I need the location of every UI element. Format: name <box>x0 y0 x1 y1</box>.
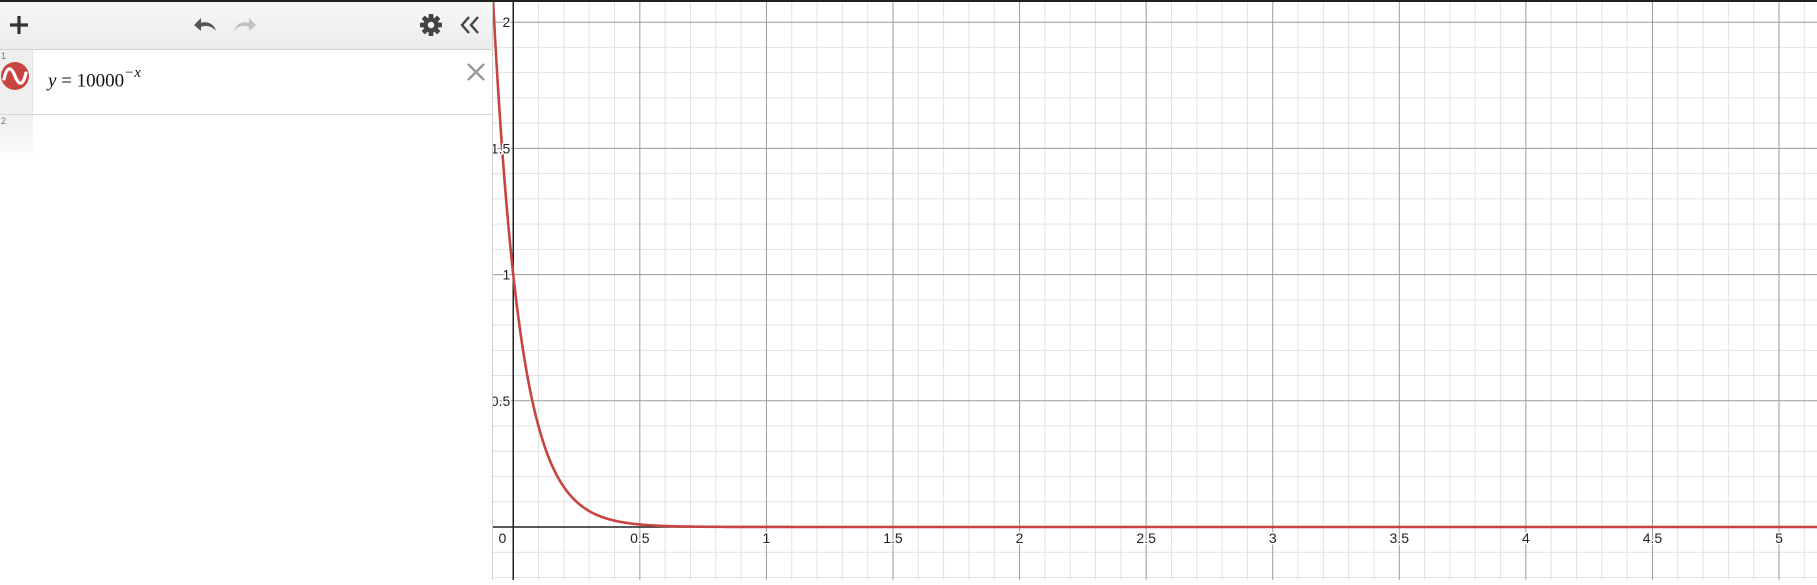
expression-panel: 1 y = 10000−x 2 <box>0 2 493 580</box>
expression-lhs: y <box>48 70 57 92</box>
plus-icon <box>10 16 28 34</box>
expression-base: 10000 <box>76 70 125 92</box>
expression-exponent: −x <box>124 65 141 81</box>
settings-button[interactable] <box>416 10 446 40</box>
gear-icon <box>420 14 442 36</box>
y-tick-label: 1.5 <box>493 140 510 156</box>
graph-canvas[interactable]: 0 0.5 1 1.5 2 2.5 3 3.5 4 4.5 5 0.5 1 1.5 2 <box>489 0 1817 580</box>
axes <box>493 2 1817 580</box>
expression-tab: 1 <box>0 50 33 114</box>
x-tick-label: 0 <box>498 530 506 546</box>
expression-index: 1 <box>1 51 7 61</box>
x-tick-label: 5 <box>1775 530 1783 546</box>
x-tick-label: 1 <box>763 530 771 546</box>
x-tick-label: 3.5 <box>1390 530 1410 546</box>
double-chevron-left-icon <box>460 16 479 34</box>
empty-expression-row[interactable]: 2 <box>0 115 492 163</box>
graph-svg[interactable]: 0 0.5 1 1.5 2 2.5 3 3.5 4 4.5 5 0.5 1 1.5 2 <box>489 0 1817 580</box>
x-tick-label: 3 <box>1269 530 1277 546</box>
function-curve[interactable] <box>491 0 1817 529</box>
redo-icon <box>234 18 256 31</box>
y-tick-label: 0.5 <box>493 393 510 409</box>
y-tick-label: 2 <box>502 14 510 30</box>
expression-row[interactable]: 1 y = 10000−x <box>0 50 492 115</box>
x-tick-label: 2 <box>1016 530 1024 546</box>
expression-tab: 2 <box>0 115 33 163</box>
x-tick-label: 0.5 <box>630 530 650 546</box>
curve-layer <box>491 0 1817 529</box>
y-tick-label: 1 <box>502 267 510 283</box>
expression-list: 1 y = 10000−x 2 <box>0 50 492 163</box>
tick-labels: 0 0.5 1 1.5 2 2.5 3 3.5 4 4.5 5 0.5 1 1.5 2 <box>489 13 1784 548</box>
undo-button[interactable] <box>191 10 221 40</box>
undo-icon <box>194 18 216 31</box>
x-tick-label: 4.5 <box>1643 530 1663 546</box>
minor-grid <box>493 2 1817 580</box>
top-border <box>0 0 1817 2</box>
x-tick-label: 2.5 <box>1136 530 1156 546</box>
curve-color-icon[interactable] <box>1 62 29 90</box>
redo-button[interactable] <box>229 10 259 40</box>
delete-expression-button[interactable] <box>462 58 490 86</box>
major-grid <box>493 2 1817 580</box>
expression-input[interactable]: y = 10000−x <box>48 65 141 97</box>
x-tick-label: 4 <box>1522 530 1530 546</box>
expression-toolbar <box>0 2 492 50</box>
x-tick-label: 1.5 <box>883 530 903 546</box>
collapse-panel-button[interactable] <box>455 10 485 40</box>
expression-index: 2 <box>1 116 7 126</box>
add-expression-button[interactable] <box>4 10 34 40</box>
close-icon <box>467 63 485 81</box>
expression-equals: = <box>61 70 72 92</box>
